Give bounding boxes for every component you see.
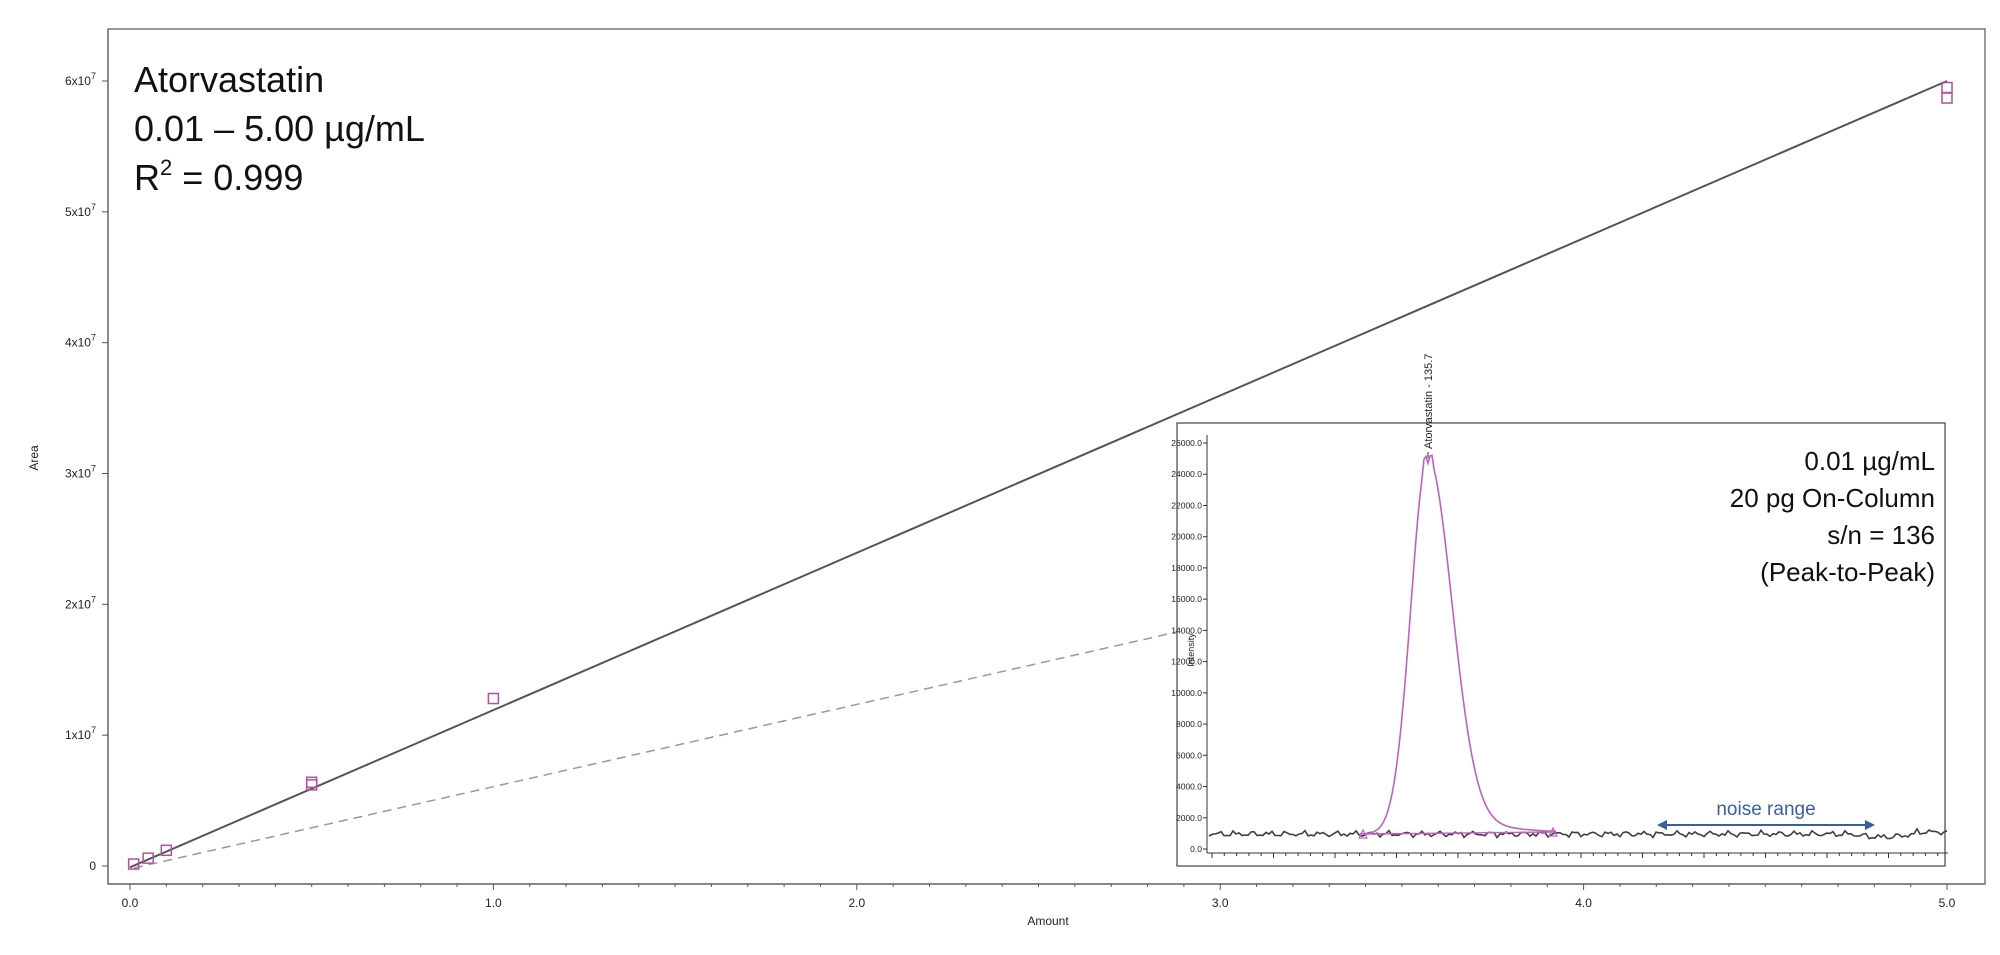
- inset-signal-to-noise: s/n = 136: [1827, 520, 1935, 550]
- inset-y-tick-label: 6000.0: [1176, 750, 1202, 760]
- zoom-leader-line: [133, 631, 1178, 869]
- x-tick-label: 1.0: [485, 896, 502, 910]
- y-tick-label: 3x107: [65, 464, 96, 481]
- calibration-point: [487, 692, 500, 705]
- x-tick-label: 0.0: [122, 896, 139, 910]
- y-tick-label: 2x107: [65, 594, 96, 611]
- inset-y-tick-label: 10000.0: [1171, 688, 1202, 698]
- r2-value: = 0.999: [172, 157, 303, 198]
- calibration-point: [160, 844, 173, 857]
- calibration-points: [127, 81, 1953, 870]
- y-tick-label: 1x107: [65, 725, 96, 742]
- peak-label: Atorvastatin - 135.7: [1423, 354, 1435, 449]
- inset-y-tick-label: 24000.0: [1171, 469, 1202, 479]
- peak-end-marker: [1548, 826, 1558, 837]
- x-tick-label: 3.0: [1212, 896, 1229, 910]
- inset-y-tick-label: 26000.0: [1171, 438, 1202, 448]
- concentration-range: 0.01 – 5.00 µg/mL: [134, 108, 425, 149]
- calibration-annotation: Atorvastatin 0.01 – 5.00 µg/mL R2 = 0.99…: [134, 59, 425, 198]
- calibration-point: [1941, 92, 1953, 104]
- x-axis-ticks: 0.0 1.0 2.0 3.0 4.0 5.0: [122, 884, 1956, 910]
- y-tick-label: 5x107: [65, 202, 96, 219]
- peak-trace: [1359, 454, 1557, 835]
- calibration-point: [305, 776, 318, 789]
- inset-y-tick-label: 0.0: [1190, 844, 1202, 854]
- inset-y-tick-label: 8000.0: [1176, 719, 1202, 729]
- inset-y-axis-label: Intensity: [1186, 633, 1196, 667]
- y-axis-ticks: 0 1x107 2x107 3x107 4x107 5x107 6x107: [65, 71, 108, 873]
- compound-name: Atorvastatin: [134, 59, 324, 100]
- calibration-point: [1941, 81, 1953, 94]
- x-tick-label: 2.0: [848, 896, 865, 910]
- x-axis-label: Amount: [1027, 914, 1069, 928]
- inset-y-tick-label: 22000.0: [1171, 500, 1202, 510]
- calibration-point: [127, 858, 140, 870]
- y-axis-label: Area: [27, 445, 41, 471]
- inset-y-tick-label: 14000.0: [1171, 625, 1202, 635]
- inset-x-axis-ticks: [1211, 853, 1939, 858]
- r2-superscript: 2: [160, 155, 172, 180]
- inset-y-tick-label: 4000.0: [1176, 782, 1202, 792]
- y-tick-label: 4x107: [65, 333, 96, 350]
- r-squared: R2 = 0.999: [134, 155, 303, 198]
- inset-y-tick-label: 16000.0: [1171, 594, 1202, 604]
- noise-range-label: noise range: [1716, 799, 1815, 820]
- inset-concentration: 0.01 µg/mL: [1804, 446, 1935, 476]
- inset-y-tick-label: 18000.0: [1171, 563, 1202, 573]
- inset-y-tick-label: 12000.0: [1171, 657, 1202, 667]
- inset-y-tick-label: 2000.0: [1176, 813, 1202, 823]
- inset-on-column: 20 pg On-Column: [1730, 483, 1935, 513]
- calibration-point: [142, 852, 154, 864]
- inset-frame: [1176, 422, 1946, 867]
- x-tick-label: 4.0: [1575, 896, 1592, 910]
- baseline-trace: [1208, 827, 1948, 840]
- r2-prefix: R: [134, 157, 160, 198]
- x-tick-label: 5.0: [1939, 896, 1956, 910]
- inset-peak-to-peak: (Peak-to-Peak): [1760, 557, 1935, 587]
- y-tick-label: 0: [89, 859, 96, 873]
- inset-y-tick-label: 20000.0: [1171, 532, 1202, 542]
- regression-line: [129, 80, 1948, 869]
- y-tick-label: 6x107: [65, 71, 96, 88]
- inset-y-axis-ticks: 0.0 2000.0 4000.0 6000.0 8000.0 10000.0 12000.…: [1171, 438, 1207, 854]
- inset-chromatogram: 0.0 2000.0 4000.0 6000.0 8000.0 10000.0 12000.…: [1171, 354, 1948, 867]
- integration-baseline: [1362, 831, 1554, 835]
- peak-start-marker: [1358, 828, 1368, 839]
- noise-arrow-left-head: [1657, 820, 1667, 830]
- noise-arrow-right-head: [1865, 820, 1875, 830]
